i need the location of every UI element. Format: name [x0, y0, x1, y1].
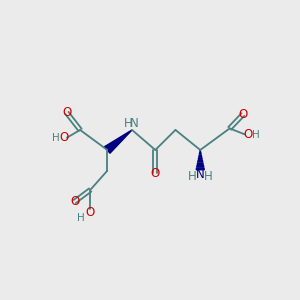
Polygon shape: [199, 155, 202, 157]
Text: O: O: [62, 106, 72, 119]
Text: H: H: [77, 214, 85, 224]
Text: O: O: [85, 206, 95, 219]
Polygon shape: [198, 158, 202, 159]
Text: H: H: [52, 133, 60, 142]
Text: O: O: [151, 167, 160, 180]
Text: H: H: [252, 130, 260, 140]
Text: H: H: [204, 170, 212, 183]
Polygon shape: [197, 163, 203, 164]
Text: H: H: [188, 170, 197, 183]
Text: O: O: [238, 108, 248, 121]
Text: H: H: [124, 117, 133, 130]
Text: O: O: [70, 195, 79, 208]
Polygon shape: [200, 153, 201, 154]
Polygon shape: [196, 168, 204, 170]
Text: N: N: [130, 117, 139, 130]
Polygon shape: [105, 130, 132, 153]
Text: O: O: [244, 128, 253, 141]
Polygon shape: [200, 150, 201, 152]
Polygon shape: [197, 166, 204, 167]
Text: O: O: [59, 131, 68, 144]
Text: N: N: [196, 168, 205, 181]
Polygon shape: [198, 160, 203, 162]
